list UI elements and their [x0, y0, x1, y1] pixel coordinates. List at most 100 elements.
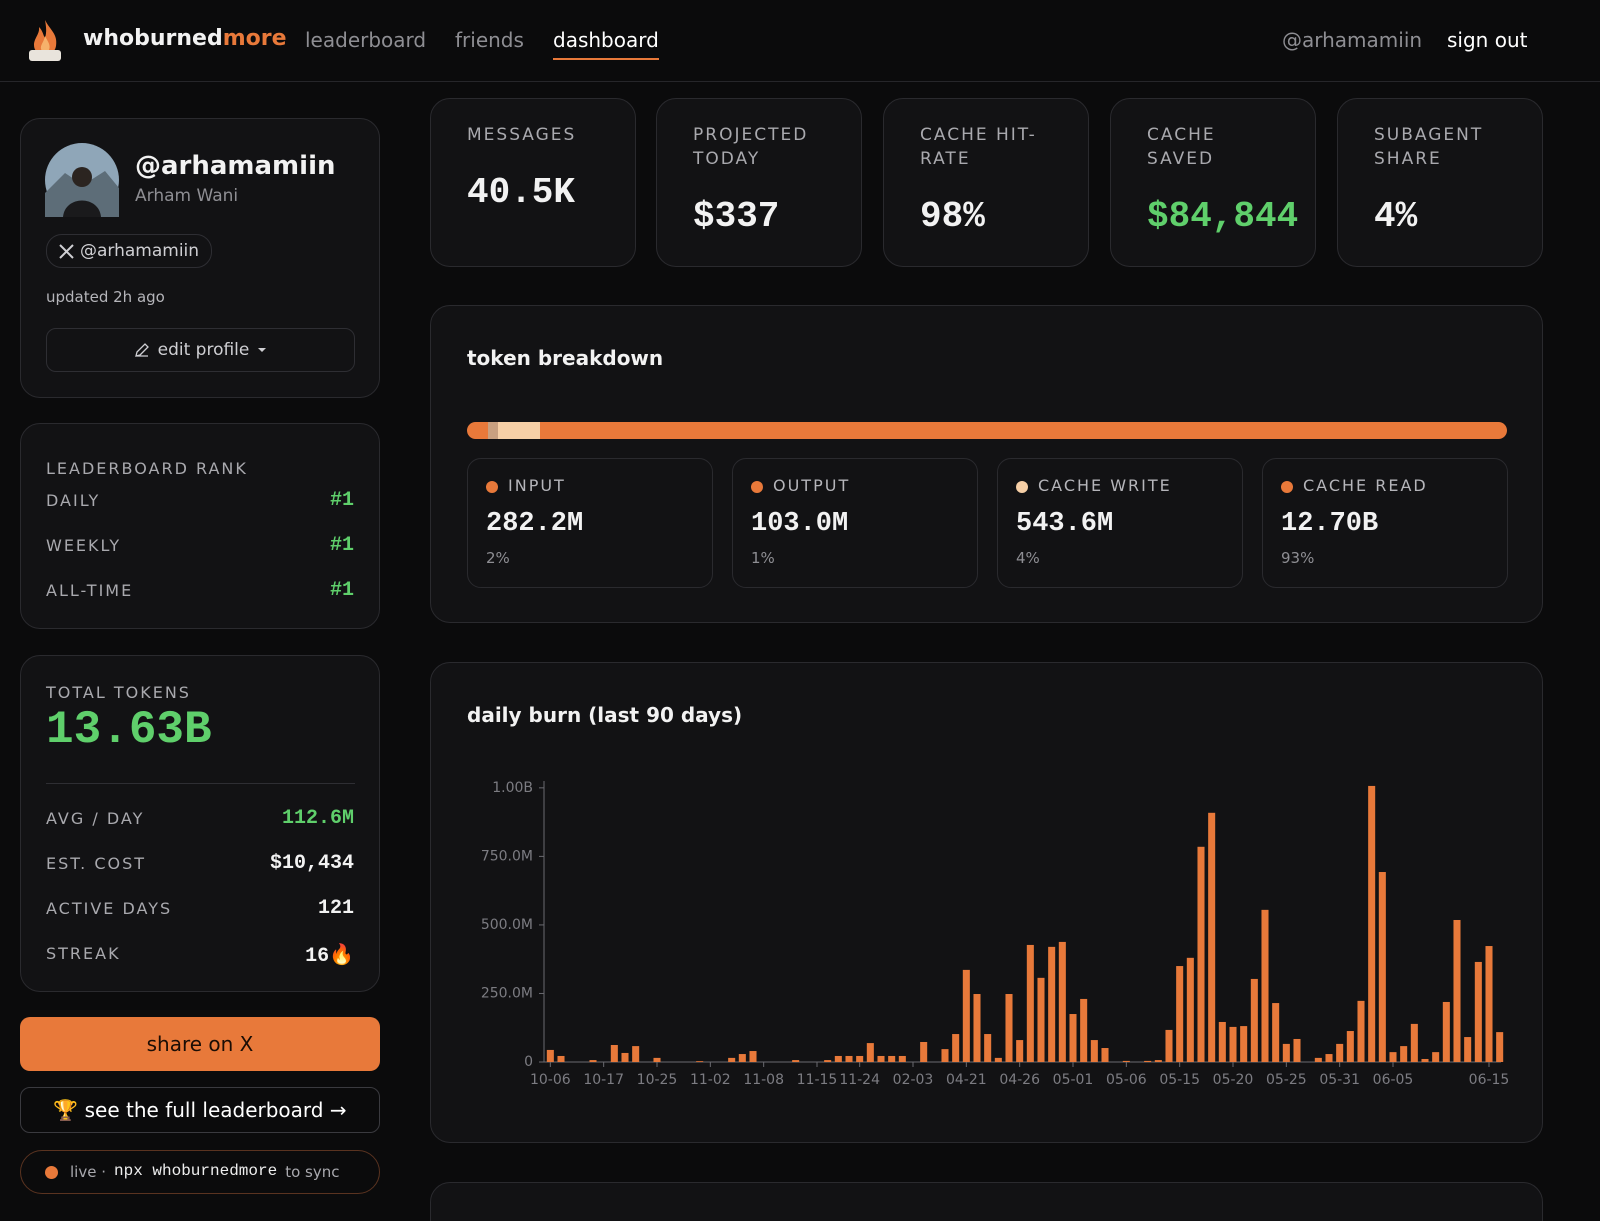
bar — [728, 1057, 736, 1062]
total-value: 121 — [317, 897, 354, 920]
stat-value: 4% — [1374, 196, 1418, 237]
bar — [1464, 1037, 1472, 1062]
x-tick-label: 10-25 — [637, 1072, 678, 1088]
nav-link[interactable]: leaderboard — [305, 28, 427, 52]
x-tick-label: 06-05 — [1373, 1072, 1414, 1088]
share-segment — [539, 422, 1507, 439]
bar — [1048, 946, 1056, 1062]
stat-value: $337 — [693, 196, 780, 237]
bar — [1080, 998, 1088, 1062]
bar — [1186, 957, 1194, 1062]
live-label: live · — [70, 1163, 106, 1181]
breakdown-item: INPUT 282.2M 2% — [467, 458, 713, 588]
divider — [46, 783, 355, 784]
rank-row: DAILY #1 — [46, 489, 354, 513]
stat-label: PROJECTED TODAY — [693, 125, 809, 169]
totals-card: TOTAL TOKENS 13.63B AVG / DAY 112.6M EST.… — [20, 655, 380, 992]
total-value: $10,434 — [269, 852, 354, 875]
bar — [1496, 1032, 1504, 1062]
stat-card: SUBAGENT SHARE 4% — [1337, 98, 1543, 267]
edit-profile-button[interactable]: edit profile — [46, 328, 355, 372]
breakdown-item: CACHE WRITE 543.6M 4% — [997, 458, 1243, 588]
bar — [610, 1045, 618, 1062]
rank-value: #1 — [329, 579, 354, 602]
stat-value: 40.5K — [467, 172, 576, 213]
stat-label: CACHE HIT-RATE — [920, 125, 1037, 169]
legend-dot — [1016, 481, 1028, 493]
stat-value: $84,844 — [1147, 196, 1299, 237]
total-label: AVG / DAY — [46, 809, 145, 828]
breakdown-share: 4% — [1016, 549, 1040, 567]
nav-link[interactable]: friends — [455, 28, 524, 52]
live-dot — [45, 1165, 58, 1179]
stat-card: CACHE SAVED $84,844 — [1110, 98, 1316, 267]
breakdown-label: INPUT — [508, 476, 566, 495]
bar — [738, 1054, 746, 1062]
rank-value: #1 — [329, 489, 354, 512]
rank-label: ALL-TIME — [46, 581, 134, 600]
token-breakdown-card: token breakdown INPUT 282.2M 2% OUTPUT 103.0… — [430, 305, 1543, 623]
y-tick-label: 500.0M — [481, 917, 533, 933]
profile-card: @arhamamiin Arham Wani @arhamamiin updat… — [20, 118, 380, 398]
bar — [834, 1055, 842, 1062]
breakdown-share: 93% — [1281, 549, 1315, 567]
bar — [994, 1057, 1002, 1062]
bar — [1176, 966, 1184, 1062]
bar — [1240, 1026, 1248, 1062]
stat-label: MESSAGES — [467, 125, 577, 145]
x-tick-label: 05-01 — [1053, 1072, 1094, 1088]
bar — [1090, 1040, 1098, 1062]
total-row: STREAK 16🔥 — [46, 942, 354, 968]
updated: updated 2h ago — [46, 288, 165, 306]
share-button[interactable]: share on X — [20, 1017, 380, 1071]
bar — [898, 1055, 906, 1062]
bar — [1485, 946, 1493, 1062]
x-handle-pill[interactable]: @arhamamiin — [46, 234, 213, 268]
stat-value: 98% — [920, 196, 985, 237]
bar — [1282, 1043, 1290, 1062]
rank-card: LEADERBOARD RANK DAILY #1 WEEKLY #1 ALL-TI… — [20, 423, 380, 629]
bar — [1368, 785, 1376, 1062]
brand[interactable]: whoburnedmore — [83, 26, 287, 52]
y-tick-label: 0 — [524, 1054, 533, 1070]
live-pill: live · npx whoburnedmore to sync — [20, 1150, 380, 1194]
bar — [1101, 1048, 1109, 1062]
bar — [1336, 1043, 1344, 1062]
breakdown-value: 12.70B — [1281, 509, 1379, 539]
bar — [1016, 1040, 1024, 1062]
legend-dot — [486, 481, 498, 493]
bar — [1378, 872, 1386, 1062]
stat-card: MESSAGES 40.5K — [430, 98, 636, 267]
x-tick-label: 11-15 — [797, 1072, 838, 1088]
breakdown-item: OUTPUT 103.0M 1% — [732, 458, 978, 588]
legend-dot — [751, 481, 763, 493]
total-row: AVG / DAY 112.6M — [46, 807, 354, 831]
x-tick-label: 05-15 — [1159, 1072, 1200, 1088]
brand-main: whoburned — [83, 26, 223, 51]
logo[interactable] — [26, 18, 64, 64]
bar — [1325, 1054, 1333, 1062]
bar — [952, 1034, 960, 1062]
total-value: 112.6M — [281, 807, 354, 830]
total-row: ACTIVE DAYS 121 — [46, 897, 354, 921]
next-card — [430, 1182, 1543, 1221]
breakdown-label: CACHE WRITE — [1038, 476, 1172, 495]
rank-label: DAILY — [46, 491, 101, 510]
breakdown-item: CACHE READ 12.70B 93% — [1262, 458, 1508, 588]
nav-link-active[interactable]: dashboard — [553, 28, 659, 60]
x-tick-label: 11-02 — [690, 1072, 731, 1088]
bar — [845, 1055, 853, 1062]
breakdown-label: CACHE READ — [1303, 476, 1428, 495]
leaderboard-button[interactable]: 🏆 see the full leaderboard → — [20, 1087, 380, 1133]
x-tick-label: 05-06 — [1106, 1072, 1147, 1088]
rank-row: ALL-TIME #1 — [46, 579, 354, 603]
sign-out[interactable]: sign out — [1447, 28, 1528, 52]
nav-user[interactable]: @arhamamiin — [1282, 28, 1423, 52]
bar — [1453, 919, 1461, 1062]
bar — [856, 1055, 864, 1062]
share-segment — [467, 422, 488, 439]
full-name: Arham Wani — [135, 186, 239, 206]
breakdown-value: 543.6M — [1016, 509, 1114, 539]
